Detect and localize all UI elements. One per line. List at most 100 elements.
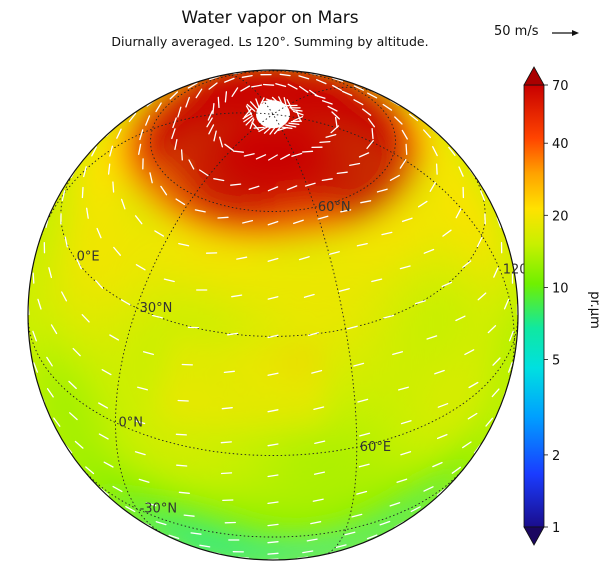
wind-arrow <box>400 451 412 456</box>
wind-arrow <box>145 115 151 126</box>
wind-arrow <box>231 294 243 298</box>
wind-arrow <box>394 116 403 125</box>
wind-arrow <box>492 357 501 366</box>
meridian-0 <box>115 113 274 535</box>
wind-arrow <box>262 83 275 86</box>
wind-arrow <box>376 188 388 193</box>
wind-arrow <box>389 174 400 181</box>
wind-arrow <box>278 96 284 107</box>
wind-arrow <box>81 186 84 199</box>
wind-arrow <box>496 217 502 228</box>
wind-arrow <box>267 186 279 192</box>
wind-arrow <box>271 96 281 105</box>
wind-arrow <box>138 478 150 483</box>
wind-arrow <box>312 498 324 502</box>
wind-arrow <box>224 143 234 151</box>
wind-arrow <box>432 461 443 468</box>
wind-arrow <box>434 369 445 375</box>
wind-arrow <box>217 216 229 219</box>
wind-arrow <box>246 103 256 112</box>
wind-arrow <box>396 478 408 483</box>
wind-arrow <box>410 506 421 513</box>
wind-arrow <box>268 154 278 161</box>
wind-arrow <box>139 129 144 141</box>
wind-arrow <box>188 159 195 170</box>
wind-arrow <box>176 464 188 467</box>
wind-arrow <box>313 471 326 475</box>
wind-arrow <box>351 513 363 518</box>
wind-arrow <box>389 502 401 507</box>
wind-arrow <box>142 351 154 356</box>
wind-arrow <box>112 485 123 493</box>
wind-arrow <box>285 124 297 128</box>
colorbar-unit-label: pr.µm <box>587 291 600 328</box>
wind-arrow <box>258 97 265 108</box>
wind-arrow <box>134 215 143 225</box>
wind-arrow <box>371 128 374 140</box>
wind-arrow <box>198 169 209 177</box>
graticule <box>28 70 518 555</box>
colorbar-tick-label: 5 <box>552 354 560 369</box>
wind-arrow <box>298 85 309 93</box>
wind-arrow <box>455 315 466 322</box>
colorbar-tick-label: 70 <box>552 79 569 94</box>
colorbar-tick-label: 2 <box>552 449 560 464</box>
field-layer <box>28 70 518 560</box>
wind-arrow <box>226 332 239 336</box>
globe <box>28 70 518 560</box>
wind-arrow <box>174 138 178 151</box>
wind-arrow <box>107 163 111 175</box>
wind-arrow <box>344 531 356 536</box>
wind-arrow <box>462 260 472 268</box>
wind-arrow <box>138 143 142 155</box>
reference-vector-label: 50 m/s <box>494 24 539 39</box>
wind-arrow <box>280 153 291 160</box>
wind-arrow <box>212 103 215 115</box>
wind-arrow <box>267 443 279 447</box>
wind-arrow <box>76 259 82 270</box>
meridian--60 <box>38 112 274 243</box>
reference-vector-arrow-icon <box>552 30 579 36</box>
wind-arrow <box>332 84 343 91</box>
wind-arrow <box>437 403 449 408</box>
wind-arrow <box>287 83 298 90</box>
wind-arrow <box>321 178 333 182</box>
wind-arrow <box>194 209 206 213</box>
wind-arrow <box>68 380 77 390</box>
wind-arrow <box>286 185 298 191</box>
wind-arrow <box>334 116 338 129</box>
wind-arrow <box>371 278 383 283</box>
wind-arrow <box>353 99 364 106</box>
wind-arrow <box>417 200 428 208</box>
colorbar-tick-label: 20 <box>552 209 569 224</box>
wind-arrow <box>335 544 347 549</box>
wind-arrow <box>399 265 411 270</box>
wind-arrow <box>137 386 148 391</box>
wind-arrow <box>46 356 53 367</box>
wind-arrow <box>442 229 452 237</box>
wind-arrow <box>46 388 54 398</box>
wind-arrow <box>113 246 121 256</box>
wind-arrow <box>366 139 374 150</box>
wind-arrow <box>178 491 190 494</box>
wind-arrow <box>243 115 253 123</box>
wind-arrow <box>291 152 303 157</box>
globe-outline <box>27 69 519 561</box>
wind-arrow <box>98 433 109 440</box>
parallel-0 <box>28 314 518 456</box>
wind-arrow <box>426 335 438 340</box>
wind-arrow <box>230 183 242 186</box>
wind-arrow <box>33 362 39 373</box>
wind-arrow <box>405 143 408 155</box>
wind-arrow <box>267 552 279 555</box>
wind-arrow <box>432 146 438 157</box>
wind-arrow <box>310 521 322 525</box>
colorbar-tick-label: 10 <box>552 281 569 296</box>
wind-arrow <box>240 85 251 92</box>
wind-arrow <box>91 146 98 157</box>
wind-arrow <box>423 129 432 139</box>
wind-arrow <box>95 280 104 289</box>
wind-arrow <box>103 461 114 468</box>
colorbar-bar <box>523 84 545 528</box>
wind-arrow <box>251 84 263 88</box>
